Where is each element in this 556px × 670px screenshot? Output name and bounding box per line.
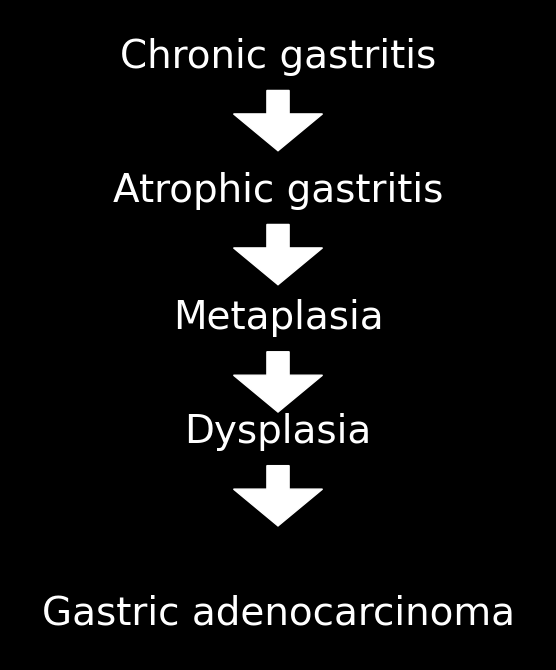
Text: Atrophic gastritis: Atrophic gastritis bbox=[113, 172, 443, 210]
Text: Chronic gastritis: Chronic gastritis bbox=[120, 38, 436, 76]
Text: Gastric adenocarcinoma: Gastric adenocarcinoma bbox=[42, 594, 514, 632]
FancyArrow shape bbox=[234, 90, 322, 151]
FancyArrow shape bbox=[234, 224, 322, 285]
Text: Dysplasia: Dysplasia bbox=[185, 413, 371, 451]
Text: Metaplasia: Metaplasia bbox=[173, 299, 383, 337]
FancyArrow shape bbox=[234, 352, 322, 412]
FancyArrow shape bbox=[234, 466, 322, 526]
